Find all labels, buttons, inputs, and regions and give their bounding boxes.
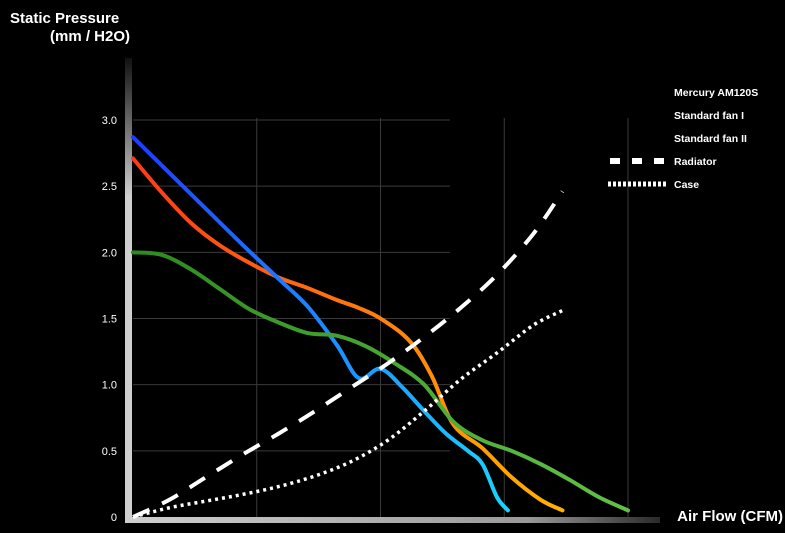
series-line-standard-fan-ii [131, 250, 630, 513]
legend-item-mercury-am120s: Mercury AM120S [608, 87, 758, 99]
y-axis-line [125, 58, 132, 521]
grid-layer [133, 118, 629, 517]
y-tick-label: 2.5 [102, 181, 117, 193]
y-tick-label: 1.0 [102, 380, 117, 392]
legend-label: Standard fan II [674, 133, 747, 145]
x-axis-line [125, 517, 660, 523]
legend-label: Radiator [674, 156, 717, 168]
y-tick-label: 2.0 [102, 247, 117, 259]
legend-label: Mercury AM120S [674, 87, 758, 99]
axes-layer [125, 58, 660, 523]
y-tick-label: 0 [111, 512, 117, 524]
y-tick-label: 1.5 [102, 314, 117, 326]
y-tick-label: 0.5 [102, 446, 117, 458]
legend-item-standard-fan-i: Standard fan I [608, 110, 744, 122]
series-line-mercury-am120s [131, 156, 565, 513]
legend-item-radiator: Radiator [610, 156, 717, 168]
legend-item-standard-fan-ii: Standard fan II [608, 133, 747, 145]
series-line-standard-fan-i [131, 135, 510, 513]
series-line-case [132, 308, 564, 519]
y-axis-label: Static Pressure (mm / H2O) [10, 10, 160, 46]
legend-item-case: Case [608, 179, 699, 191]
series-layer [131, 135, 630, 519]
y-axis-label-line2: (mm / H2O) [50, 28, 131, 45]
y-tick-label: 3.0 [102, 115, 117, 127]
y-axis-label-line1: Static Pressure [10, 10, 120, 27]
legend: Mercury AM120S Standard fan I Standard fan… [608, 87, 758, 191]
x-axis-label: Air Flow (CFM) [677, 508, 783, 525]
legend-label: Case [674, 179, 699, 191]
legend-label: Standard fan I [674, 110, 744, 122]
ticks-layer: 00.51.01.52.02.53.017345168 [102, 115, 634, 533]
